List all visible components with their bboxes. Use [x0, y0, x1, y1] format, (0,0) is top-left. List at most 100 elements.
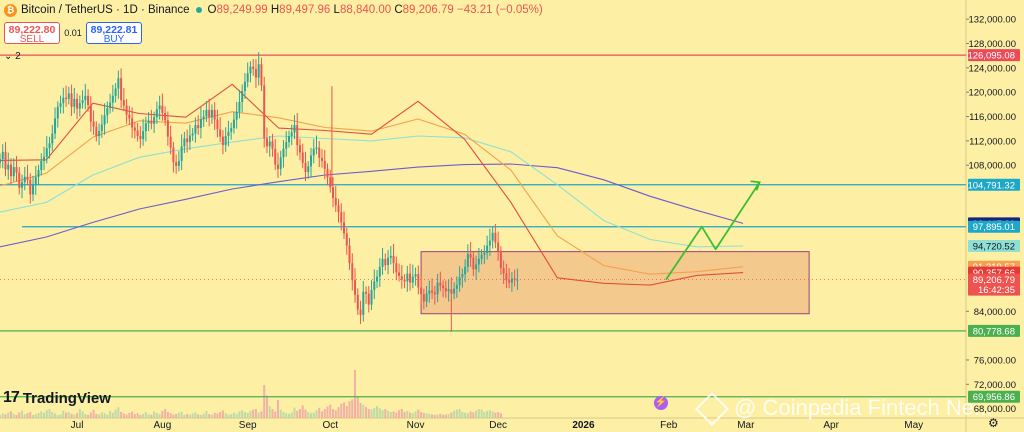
candle-body: [312, 148, 315, 156]
candle-body: [513, 278, 516, 280]
candle-body: [89, 104, 92, 122]
volume-bar: [309, 413, 312, 418]
volume-bar: [235, 413, 238, 418]
spread-value: 0.01: [64, 28, 82, 38]
volume-bar: [100, 412, 103, 418]
candle-body: [455, 285, 458, 289]
volume-bar: [131, 411, 134, 418]
volume-bar: [271, 409, 274, 418]
candle-body: [62, 97, 65, 104]
sell-label: SELL: [19, 34, 45, 45]
candle-body: [442, 285, 445, 289]
volume-bar: [354, 370, 357, 418]
symbol-header[interactable]: ₿ Bitcoin / TetherUS · 1D · Binance O89,…: [4, 2, 543, 18]
y-tick-label: 116,000.00: [969, 112, 1016, 123]
volume-bar: [461, 412, 464, 418]
volume-bar: [480, 409, 483, 418]
candle-body: [469, 254, 472, 258]
volume-bar: [0, 415, 1, 418]
settings-icon[interactable]: ⚙: [988, 416, 999, 430]
volume-bar: [175, 413, 178, 418]
volume-bar: [18, 412, 21, 418]
candle-body: [395, 263, 398, 273]
x-tick-label: Feb: [660, 420, 678, 431]
tradingview-logo-text: TradingView: [22, 389, 111, 407]
candle-body: [343, 222, 346, 234]
watermark: @ Coinpedia Fintech Ne...: [695, 392, 992, 427]
candle-body: [497, 242, 500, 252]
indicators-toggle[interactable]: ⌄ 2: [4, 51, 21, 62]
candle-body: [348, 245, 351, 264]
volume-bar: [411, 413, 414, 418]
candle-body: [458, 277, 461, 286]
volume-bar: [109, 410, 112, 418]
symbol-title[interactable]: Bitcoin / TetherUS · 1D · Binance: [21, 4, 190, 16]
candle-body: [224, 136, 227, 146]
volume-bar: [254, 409, 257, 418]
candle-body: [183, 138, 186, 147]
candle-body: [392, 255, 395, 264]
volume-bar: [54, 413, 57, 418]
price-tag-label: 90,357.66: [973, 268, 1015, 279]
volume-bar: [392, 411, 395, 418]
candle-body: [373, 281, 376, 290]
volume-bar: [133, 414, 136, 418]
volume-bar: [34, 414, 37, 418]
candle-body: [508, 280, 511, 283]
volume-bar: [458, 409, 461, 418]
candle-body: [131, 118, 134, 128]
volume-bar: [183, 415, 186, 418]
volume-bar: [238, 411, 241, 418]
volume-bar: [497, 412, 500, 418]
candle-body: [246, 73, 249, 82]
tradingview-logo[interactable]: 17 TradingView: [3, 389, 111, 407]
volume-bar: [395, 412, 398, 418]
candle-body: [34, 176, 37, 185]
sell-button[interactable]: 89,222.80 SELL: [4, 22, 60, 45]
volume-bar: [76, 413, 79, 418]
candle-body: [73, 98, 76, 107]
candle-body: [414, 274, 417, 277]
candle-body: [139, 136, 142, 140]
candle-body: [472, 257, 475, 270]
volume-bar: [439, 413, 442, 418]
volume-bar: [351, 399, 354, 418]
candle-body: [285, 142, 288, 149]
price-tag-label: 69,956.86: [973, 392, 1015, 403]
volume-bar: [4, 414, 7, 418]
candle-body: [425, 293, 428, 302]
volume-bar: [191, 413, 194, 418]
volume-bar: [37, 412, 40, 418]
candle-body: [502, 268, 505, 274]
volume-bar: [406, 410, 409, 418]
volume-bar: [315, 410, 318, 418]
y-tick-label: 120,000.00: [968, 88, 1016, 99]
candle-body: [161, 105, 164, 113]
volume-bar: [73, 414, 76, 418]
candle-body: [221, 136, 224, 146]
candle-body: [169, 136, 172, 148]
candle-body: [180, 146, 183, 161]
candle-body: [92, 121, 95, 127]
buy-button[interactable]: 89,222.81 BUY: [86, 22, 142, 45]
flash-icon[interactable]: ⚡: [654, 396, 668, 410]
price-tag-label: 97,895.01: [973, 222, 1015, 233]
candle-body: [191, 133, 194, 136]
volume-bar: [433, 415, 436, 418]
candle-body: [199, 118, 202, 129]
candle-body: [136, 130, 139, 137]
volume-bar: [210, 414, 213, 418]
candle-body: [175, 162, 178, 166]
volume-bar: [260, 411, 263, 418]
candle-body: [32, 184, 35, 195]
change-value: −43.21 (−0.05%): [457, 4, 543, 16]
volume-bar: [142, 413, 145, 418]
volume-bar: [10, 411, 13, 418]
candle-body: [436, 282, 439, 295]
candle-body: [45, 148, 48, 157]
x-tick-label: Apr: [823, 420, 839, 431]
volume-bar: [304, 409, 307, 418]
candle-body: [301, 152, 304, 163]
